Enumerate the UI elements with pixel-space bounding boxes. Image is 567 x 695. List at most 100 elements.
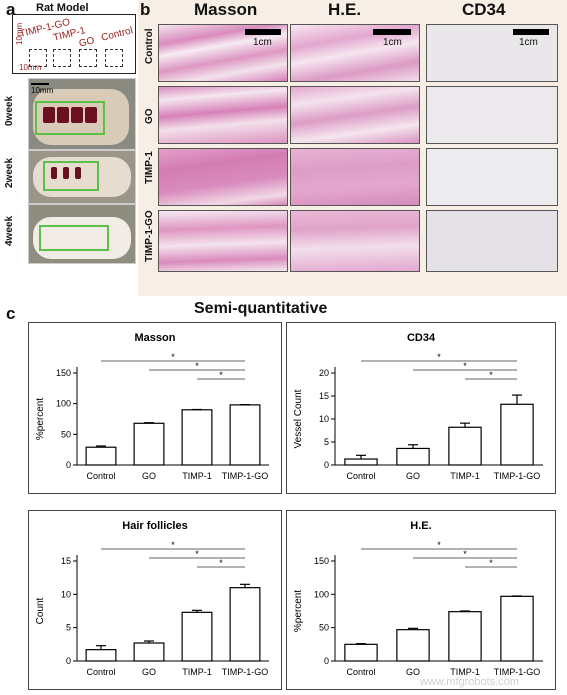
significance-star: * — [463, 361, 467, 371]
chart-title: H.E. — [410, 520, 431, 532]
column-head-he: H.E. — [328, 0, 362, 19]
column-head-masson: Masson — [194, 0, 258, 19]
treatment-area-outline — [43, 161, 99, 191]
y-tick-label: 20 — [319, 368, 329, 378]
wound-site-2 — [53, 49, 71, 67]
semi-quantitative-title: Semi-quantitative — [194, 300, 328, 317]
x-tick-label: Control — [86, 471, 115, 481]
x-tick-label: Control — [86, 667, 115, 677]
bar — [181, 409, 213, 466]
y-axis-label: Vessel Count — [293, 389, 304, 448]
he-timp1-tile — [290, 148, 420, 206]
chart-title: Masson — [135, 332, 176, 344]
x-tick-label: TIMP-1-GO — [222, 471, 269, 481]
he-timp1go-tile — [290, 210, 420, 272]
scale-text-1cm: 1cm — [253, 37, 272, 48]
masson-go-tile — [158, 86, 288, 144]
x-tick-label: TIMP-1 — [450, 471, 480, 481]
bar — [448, 426, 482, 466]
significance-star: * — [171, 540, 175, 550]
photo-0week: 10mm — [28, 78, 136, 150]
wound-site-3 — [79, 49, 97, 67]
y-tick-label: 5 — [66, 623, 71, 633]
significance-star: * — [219, 558, 223, 568]
x-tick-label: TIMP-1 — [450, 667, 480, 677]
masson-timp1go-tile — [158, 210, 288, 272]
x-tick-label: TIMP-1-GO — [494, 471, 541, 481]
bar — [133, 642, 165, 662]
chart-cd34-svg: CD34 Vessel Count 0 5 10 15 20 Control GO TIMP-1 T… — [293, 332, 543, 481]
x-tick-label: TIMP-1-GO — [494, 667, 541, 677]
treatment-area-outline — [39, 225, 109, 251]
wound-site-4 — [105, 49, 123, 67]
watermark: www.mfgrobots.com — [420, 676, 520, 688]
y-tick-label: 15 — [319, 391, 329, 401]
y-tick-label: 50 — [319, 623, 329, 633]
y-tick-label: 150 — [56, 368, 71, 378]
scale-text-1cm: 1cm — [383, 37, 402, 48]
chart-he: H.E. %percent 0 50 100 150 Control GO TIMP-1 TIMP… — [286, 510, 556, 690]
x-tick-label: TIMP-1 — [182, 471, 212, 481]
chart-cd34: CD34 Vessel Count 0 5 10 15 20 Control GO TIMP-1 T… — [286, 322, 556, 494]
x-tick-label: TIMP-1 — [182, 667, 212, 677]
scale-10mm-horizontal: 10mm — [19, 63, 42, 72]
photo-scale-text: 10mm — [31, 86, 54, 95]
week-label-4: 4week — [4, 215, 15, 246]
x-tick-label: Control — [346, 471, 375, 481]
photo-4week — [28, 204, 136, 264]
bar — [344, 643, 378, 662]
label-go: GO — [77, 35, 96, 50]
scalebar — [513, 29, 549, 35]
bar — [133, 422, 165, 466]
x-tick-label: TIMP-1-GO — [222, 667, 269, 677]
wound-site-1 — [29, 49, 47, 67]
scalebar — [245, 29, 281, 35]
treatment-area-outline — [35, 101, 105, 135]
he-go-tile — [290, 86, 420, 144]
y-tick-label: 15 — [61, 556, 71, 566]
chart-hair-follicles-svg: Hair follicles Count 0 5 10 15 Control GO TIMP-1… — [35, 520, 269, 677]
rat-model-title: Rat Model — [36, 2, 89, 14]
x-tick-label: Control — [346, 667, 375, 677]
significance-star: * — [463, 549, 467, 559]
wound — [51, 167, 57, 179]
significance-star: * — [489, 558, 493, 568]
cd34-timp1go-tile — [426, 210, 558, 272]
y-tick-label: 0 — [66, 656, 71, 666]
wound — [71, 107, 83, 123]
cd34-go-tile — [426, 86, 558, 144]
photo-2week — [28, 150, 136, 204]
scale-10mm-vertical: 10mm — [15, 22, 24, 45]
y-tick-label: 0 — [66, 460, 71, 470]
wound — [85, 107, 97, 123]
rat-body — [33, 217, 131, 259]
chart-title: Hair follicles — [122, 520, 187, 532]
panel-letter-a: a — [6, 0, 16, 19]
bar — [448, 611, 482, 662]
cd34-timp1-tile — [426, 148, 558, 206]
week-label-2: 2week — [4, 157, 15, 188]
significance-star: * — [437, 540, 441, 550]
significance-star: * — [195, 549, 199, 559]
wound — [63, 167, 69, 179]
y-tick-label: 10 — [61, 589, 71, 599]
row-label-timp1go: TIMP-1-GO — [144, 210, 155, 262]
chart-title: CD34 — [407, 332, 436, 344]
bar — [500, 403, 534, 466]
bar — [396, 629, 430, 662]
chart-masson: Masson %percent 0 50 100 150 Control GO TIMP-1 TI… — [28, 322, 282, 494]
y-tick-label: 5 — [324, 437, 329, 447]
rat-model-diagram: TIMP-1-GO TIMP-1 GO Control 10mm 10mm — [12, 14, 136, 74]
row-label-timp1: TIMP-1 — [144, 151, 155, 184]
label-control: Control — [100, 25, 135, 44]
scalebar — [373, 29, 411, 35]
bar — [396, 447, 430, 466]
bar — [229, 587, 261, 662]
bar — [181, 611, 213, 662]
y-tick-label: 0 — [324, 656, 329, 666]
bar — [85, 446, 117, 466]
bar — [85, 649, 117, 662]
y-tick-label: 0 — [324, 460, 329, 470]
photo-scalebar — [31, 83, 49, 85]
masson-control-tile: 1cm — [158, 24, 288, 82]
